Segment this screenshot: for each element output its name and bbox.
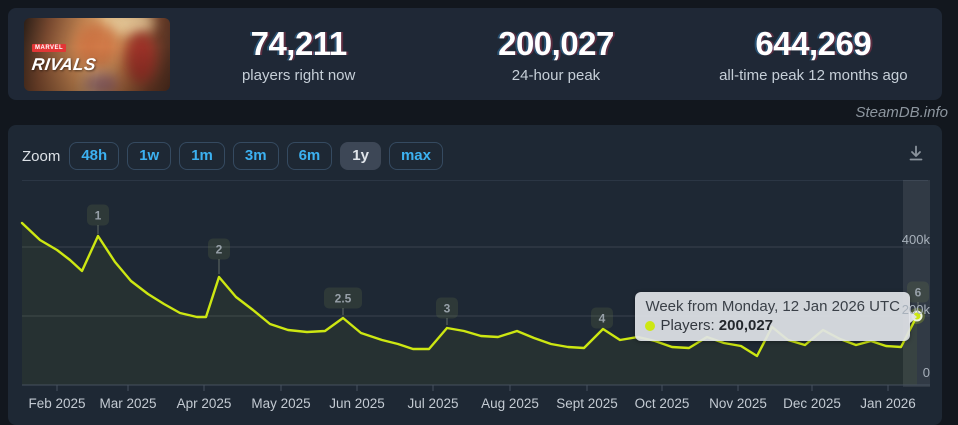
tooltip-players-value: 200,027: [718, 317, 774, 334]
toolbar-divider: [22, 180, 928, 181]
alltime-peak-label: all-time peak 12 months ago: [719, 66, 908, 84]
current-players-value: 74,211: [250, 24, 348, 62]
tooltip-date: Week from Monday, 12 Jan 2026 UTC: [645, 298, 900, 315]
capsule-art: [76, 21, 118, 70]
current-players-label: players right now: [241, 66, 356, 84]
season-marker-label: 4: [599, 312, 606, 326]
24h-peak-value: 200,027: [498, 24, 614, 62]
stat-alltime-peak: 644,269 all-time peak 12 months ago: [685, 25, 942, 84]
season-marker-badge[interactable]: [436, 297, 458, 319]
series-dot-icon: [645, 321, 656, 331]
hover-highlight-band: [903, 180, 930, 387]
zoom-range-6m[interactable]: 6m: [286, 142, 333, 170]
download-icon: [909, 145, 923, 161]
zoom-label: Zoom: [22, 147, 61, 165]
x-axis-label: Aug 2025: [481, 396, 539, 411]
capsule-art: [102, 17, 154, 36]
x-axis-label: Dec 2025: [783, 396, 841, 411]
y-axis-label: 400k: [901, 232, 930, 247]
x-axis-label: Jun 2025: [329, 396, 385, 411]
game-logo-brand: MARVEL: [32, 43, 67, 52]
season-marker-label: 3: [444, 302, 451, 316]
stats-row: 74,211 players right now 200,027 24-hour…: [170, 25, 942, 84]
download-button[interactable]: [904, 141, 928, 168]
capsule-art: [126, 31, 156, 84]
season-marker-label: 2: [216, 243, 223, 257]
x-axis-label: Oct 2025: [635, 396, 690, 411]
chart-area-fill: [22, 223, 917, 385]
capsule-art: [24, 17, 170, 91]
zoom-range-1y[interactable]: 1y: [340, 142, 381, 170]
x-axis-label: Nov 2025: [709, 396, 767, 411]
chart-panel: Zoom 48h 1w 1m 3m 6m 1y max 1 2 2.5 3 4 6 Feb 2025 Ma…: [8, 125, 942, 425]
game-capsule[interactable]: MARVEL RIVALS: [24, 17, 170, 91]
x-axis-label: Sept 2025: [556, 396, 618, 411]
zoom-range-max[interactable]: max: [388, 142, 443, 170]
season-marker-badge[interactable]: [907, 281, 929, 303]
alltime-peak-value: 644,269: [755, 24, 872, 62]
x-axis-label: Jul 2025: [407, 396, 458, 411]
x-axis-label: May 2025: [251, 396, 310, 411]
zoom-range-3m[interactable]: 3m: [232, 142, 279, 170]
tooltip-players-row: Players: 200,027: [645, 317, 900, 334]
chart-toolbar: Zoom 48h 1w 1m 3m 6m 1y max: [8, 125, 942, 175]
zoom-range-1m[interactable]: 1m: [179, 142, 225, 170]
x-axis-label: Feb 2025: [28, 396, 85, 411]
season-marker-badge[interactable]: [87, 204, 109, 226]
y-axis-label: 200k: [901, 302, 930, 317]
x-axis-label: Apr 2025: [177, 396, 232, 411]
season-marker-label: 2.5: [335, 292, 352, 306]
season-marker-badge[interactable]: [208, 238, 230, 260]
tooltip-series-label: Players:: [660, 317, 715, 334]
player-count-chart[interactable]: 1 2 2.5 3 4 6 Feb 2025 Mar 2025 Apr 2025 May 2025…: [8, 168, 942, 425]
capsule-art: [84, 72, 118, 91]
stat-current-players: 74,211 players right now: [170, 25, 427, 84]
24h-peak-label: 24-hour peak: [511, 66, 601, 84]
season-marker-badge[interactable]: [591, 307, 613, 329]
game-logo: MARVEL RIVALS: [30, 36, 98, 75]
game-logo-title: RIVALS: [30, 54, 98, 74]
season-marker-label: 6: [915, 286, 922, 300]
chart-tooltip: Week from Monday, 12 Jan 2026 UTC Player…: [635, 292, 917, 341]
season-marker-label: 1: [95, 209, 102, 223]
x-axis-label: Mar 2025: [99, 396, 156, 411]
steamdb-watermark: SteamDB.info: [855, 104, 948, 121]
stat-24h-peak: 200,027 24-hour peak: [427, 25, 684, 84]
y-axis-label: 0: [922, 365, 930, 380]
x-axis-label: Jan 2026: [860, 396, 916, 411]
zoom-range-1w[interactable]: 1w: [127, 142, 172, 170]
zoom-range-group: 48h 1w 1m 3m 6m 1y max: [69, 142, 451, 170]
season-marker-badge[interactable]: [324, 287, 362, 309]
header-panel: MARVEL RIVALS 74,211 players right now 2…: [8, 8, 942, 100]
zoom-range-48h[interactable]: 48h: [69, 142, 120, 170]
